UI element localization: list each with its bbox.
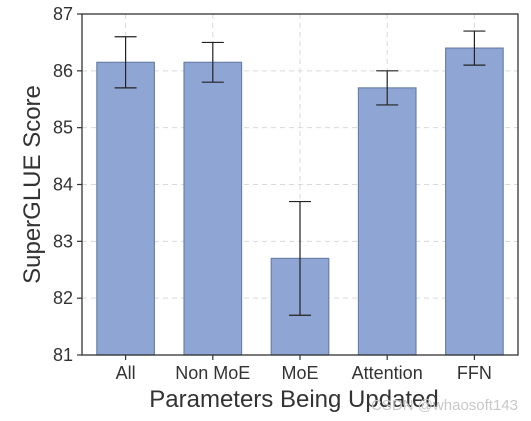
watermark: CSDN @whaosoft143 [371, 397, 518, 414]
x-tick-label: All [116, 363, 136, 383]
bar-all [96, 61, 155, 356]
bar-non-moe [183, 61, 243, 356]
y-tick-label: 84 [53, 175, 73, 195]
y-tick-label: 86 [53, 61, 73, 81]
y-tick-label: 85 [53, 118, 73, 138]
bars [96, 47, 504, 356]
y-tick-label: 83 [53, 231, 73, 251]
y-tick-label: 82 [53, 288, 73, 308]
y-axis-label: SuperGLUE Score [19, 85, 46, 284]
y-axis-ticks: 81 82 83 84 85 86 87 [53, 4, 82, 365]
x-tick-label: Non MoE [175, 363, 250, 383]
x-tick-label: Attention [352, 363, 423, 383]
x-axis-label: Parameters Being Updated [149, 386, 439, 413]
y-tick-label: 87 [53, 4, 73, 24]
y-tick-label: 81 [53, 345, 73, 365]
bar-attention [357, 87, 417, 356]
x-axis-ticks: All Non MoE MoE Attention FFN [116, 355, 492, 383]
x-tick-label: MoE [281, 363, 318, 383]
x-tick-label: FFN [457, 363, 492, 383]
bar-ffn [445, 47, 504, 356]
error-bars [114, 30, 486, 316]
